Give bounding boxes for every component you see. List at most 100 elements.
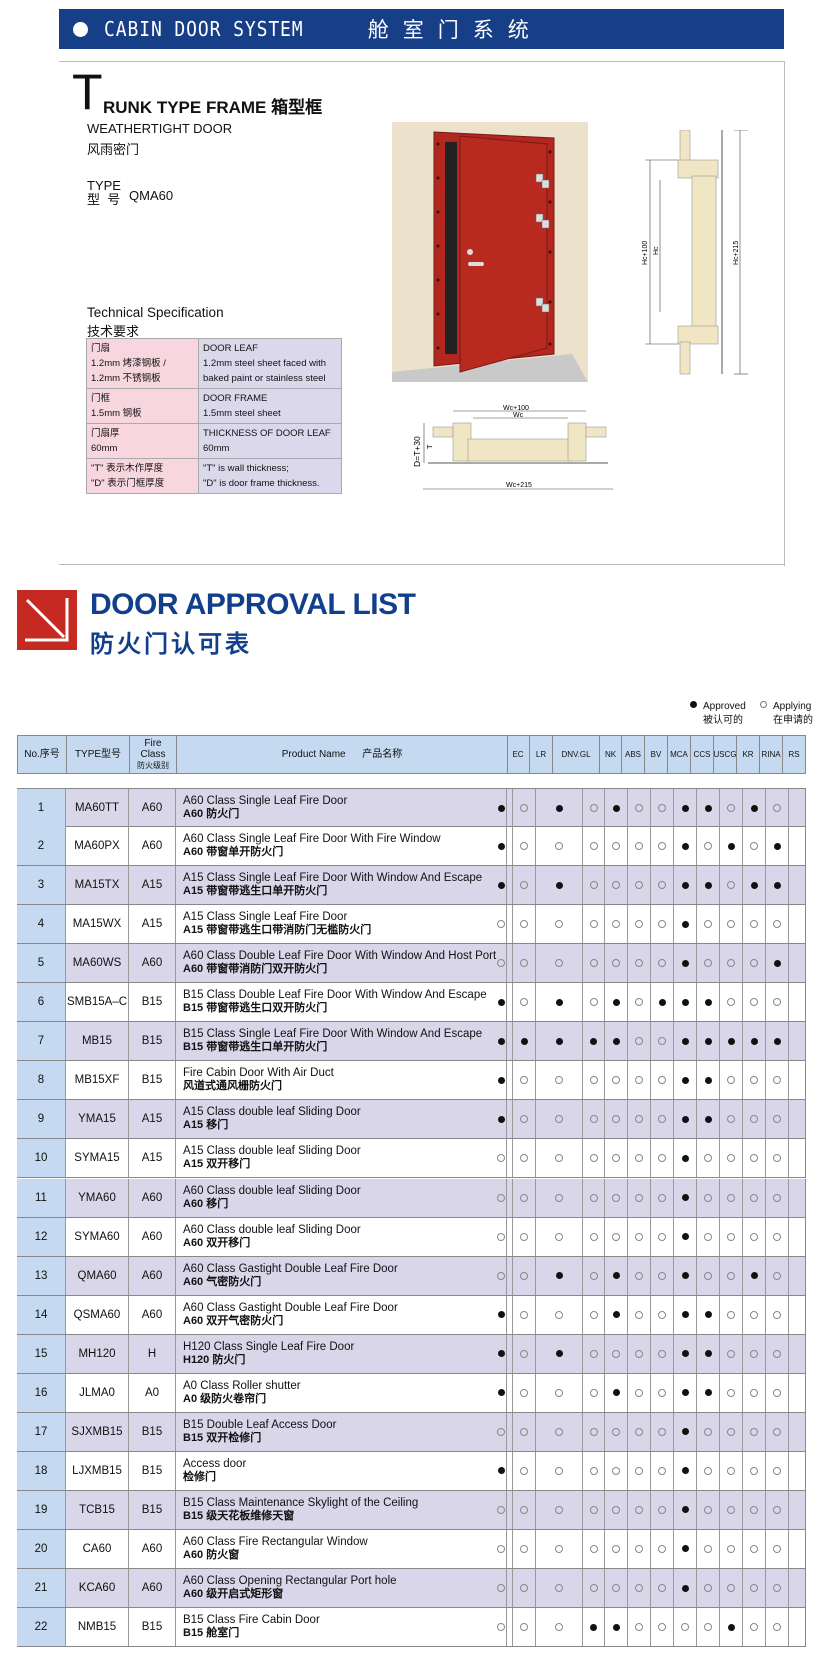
approval-cell-ec (490, 866, 513, 905)
row-number: 4 (37, 918, 45, 931)
approval-cell-ec (490, 1256, 513, 1295)
approval-cell-lr (513, 1256, 536, 1295)
spec-row: 门框 1.5mm 钢板 DOOR FRAME 1.5mm steel sheet (86, 388, 342, 424)
type-cell: CA60 (66, 1529, 129, 1568)
applying-dot-icon (635, 1232, 643, 1241)
applying-dot-icon (773, 1388, 781, 1397)
spec-line: baked paint or stainless steel (203, 373, 326, 384)
type-code: SYMA60 (74, 1230, 120, 1243)
applying-dot-icon (727, 1388, 735, 1397)
type-label-zh: 型 号 (87, 192, 121, 207)
applying-dot-icon (635, 1193, 643, 1202)
product-name-en: B15 Double Leaf Access Door (183, 1418, 337, 1431)
approval-cell-abs (605, 1139, 628, 1178)
type-code: KCA60 (78, 1582, 116, 1594)
fire-class: B15 (141, 996, 163, 1009)
approval-cell-mca (651, 1061, 674, 1100)
approval-cell-mca (651, 1451, 674, 1490)
product-name-zh: A60 带窗单开防火门 (183, 846, 284, 859)
header-society-rina-label: RINA (761, 750, 781, 759)
approval-cell-bv (628, 827, 651, 866)
header-society-nk-label: NK (604, 750, 617, 759)
approval-cell-ec (490, 1022, 513, 1061)
applying-dot-icon (727, 998, 735, 1007)
type-code: MA60TT (74, 802, 120, 814)
approval-cell-bv (628, 1373, 651, 1412)
applying-dot-icon (658, 1154, 666, 1163)
approval-cell-uscg (697, 1022, 720, 1061)
approval-cell-dnv-gl (536, 1217, 583, 1256)
approval-cell-mca (651, 1569, 674, 1607)
product-name-en: A60 Class Gastight Double Leaf Fire Door (183, 1262, 398, 1275)
row-number: 12 (34, 1230, 48, 1243)
approval-cell-dnv-gl (536, 1608, 583, 1647)
approval-cell-ccs (674, 1412, 697, 1451)
approval-cell-rina (743, 1100, 766, 1139)
applying-dot-icon (589, 1232, 598, 1241)
row-number: 7 (37, 1035, 45, 1048)
fire-class: A60 (141, 1191, 163, 1204)
approval-cell-mca (651, 1334, 674, 1373)
row-number-cell: 6 (17, 983, 66, 1022)
table-row: 4 MA15WX A15 A15 Class Single Leaf Fire Doo… (17, 905, 806, 945)
applying-dot-icon (612, 1076, 620, 1085)
spec-table: 门扇 1.2mm 烤漆钢板 / 1.2mm 不锈钢板 DOOR LEAF 1.2mm s… (86, 338, 342, 494)
spec-line: 1.5mm 钢板 (91, 408, 142, 419)
approval-cell-kr (720, 1022, 743, 1061)
type-cell: QMA60 (66, 1256, 129, 1295)
approval-cell-rina (743, 1061, 766, 1100)
approval-cell-rs (766, 827, 789, 866)
approval-cell-uscg (697, 1217, 720, 1256)
approved-dot-icon (704, 1037, 712, 1045)
approval-cell-ec (490, 905, 513, 944)
approval-cell-lr (513, 1529, 536, 1568)
applying-dot-icon (727, 1076, 735, 1085)
type-cell: KCA60 (66, 1569, 129, 1607)
approved-dot-icon (612, 1623, 620, 1631)
fire-class: B15 (141, 1464, 163, 1477)
table-row: 13 QMA60 A60 A60 Class Gastight Double Leaf… (17, 1256, 806, 1296)
applying-dot-icon (658, 1388, 666, 1397)
approval-cell-abs (605, 905, 628, 944)
fire-class-cell: B15 (129, 1490, 176, 1529)
approval-cell-dnv-gl (536, 1295, 583, 1334)
applying-dot-icon (773, 804, 781, 812)
approved-dot-icon (612, 804, 620, 812)
approval-cell-ec (490, 1412, 513, 1451)
approved-dot-icon (497, 842, 505, 850)
approval-cell-bv (628, 983, 651, 1022)
approval-cell-rs (766, 1178, 789, 1217)
approval-cell-ec (490, 827, 513, 866)
approval-cell-ccs (674, 827, 697, 866)
approval-cell-lr (513, 1022, 536, 1061)
approval-cell-uscg (697, 1295, 720, 1334)
legend-approved: Approved 被认可的 (690, 700, 746, 728)
approval-cell-dnv-gl (536, 1412, 583, 1451)
table-row: 20 CA60 A60 A60 Class Fire Rectangular Wind… (17, 1529, 806, 1569)
type-code: TCB15 (79, 1503, 115, 1516)
applying-dot-icon (612, 1584, 620, 1592)
product-name-zh: A60 双开气密防火门 (183, 1314, 284, 1327)
applying-dot-icon (497, 920, 505, 929)
row-number-cell: 21 (17, 1569, 66, 1607)
applying-dot-icon (589, 1076, 598, 1085)
approval-cell-rs (766, 866, 789, 905)
applying-dot-icon (520, 1115, 528, 1124)
approved-dot-icon (681, 1154, 689, 1162)
banner-title-en: CABIN DOOR SYSTEM (104, 17, 304, 41)
applying-dot-icon (555, 1310, 563, 1319)
approved-dot-icon (681, 1194, 689, 1201)
approval-cell-uscg (697, 1178, 720, 1217)
approval-cell-rs (766, 944, 789, 983)
product-name-en: A15 Class Single Leaf Fire Door (183, 911, 348, 924)
approved-dot-icon (612, 1037, 620, 1045)
product-name-zh: A15 带窗带逃生口单开防火门 (183, 885, 328, 898)
applying-dot-icon (555, 1115, 563, 1124)
applying-dot-icon (658, 1115, 666, 1124)
product-name-en: B15 Class Fire Cabin Door (183, 1614, 320, 1627)
approval-cell-bv (628, 1022, 651, 1061)
list-title-en: DOOR APPROVAL LIST (90, 588, 416, 621)
approved-dot-icon (612, 1311, 620, 1319)
approval-cell-lr (513, 1334, 536, 1373)
applying-dot-icon (658, 842, 666, 851)
